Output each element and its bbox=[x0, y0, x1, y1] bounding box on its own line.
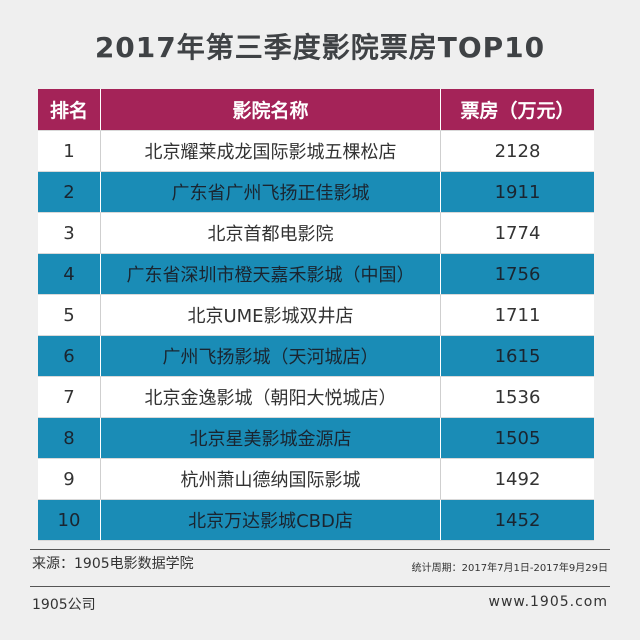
cinema-name-cell: 广东省广州飞扬正佳影城 bbox=[100, 172, 441, 212]
header-cinema-name: 影院名称 bbox=[100, 89, 441, 130]
table-header-row: 排名 影院名称 票房（万元） bbox=[38, 89, 594, 131]
company-name: 1905公司 bbox=[32, 597, 96, 613]
rank-cell: 3 bbox=[63, 222, 75, 244]
box-office-cell: 1492 bbox=[494, 468, 541, 490]
cinema-name-cell: 北京金逸影城（朝阳大悦城店） bbox=[100, 377, 441, 417]
cinema-name-cell: 北京首都电影院 bbox=[100, 213, 441, 253]
cinema-name-cell: 北京UME影城双井店 bbox=[100, 295, 441, 335]
table-row: 6 广州飞扬影城（天河城店） 1615 bbox=[38, 336, 594, 377]
cinema-name-cell: 北京万达影城CBD店 bbox=[100, 500, 441, 540]
website-link[interactable]: www.1905.com bbox=[488, 594, 608, 610]
box-office-cell: 1452 bbox=[494, 509, 541, 531]
cinema-name-cell: 广州飞扬影城（天河城店） bbox=[100, 336, 441, 376]
rank-cell: 1 bbox=[63, 140, 75, 162]
rank-cell: 5 bbox=[63, 304, 75, 326]
rank-cell: 2 bbox=[63, 181, 75, 203]
rank-cell: 7 bbox=[63, 386, 75, 408]
table-row: 1 北京耀莱成龙国际影城五棵松店 2128 bbox=[38, 131, 594, 172]
source-note: 来源：1905电影数据学院 bbox=[32, 556, 194, 572]
box-office-cell: 1756 bbox=[494, 263, 541, 285]
cinema-name-cell: 北京星美影城金源店 bbox=[100, 418, 441, 458]
rank-cell: 6 bbox=[63, 345, 75, 367]
table-row: 8 北京星美影城金源店 1505 bbox=[38, 418, 594, 459]
table-row: 3 北京首都电影院 1774 bbox=[38, 213, 594, 254]
chart-title: 2017年第三季度影院票房TOP10 bbox=[94, 31, 546, 64]
box-office-cell: 1711 bbox=[494, 304, 541, 326]
table-row: 7 北京金逸影城（朝阳大悦城店） 1536 bbox=[38, 377, 594, 418]
footer-divider-bottom bbox=[30, 586, 610, 587]
rank-cell: 4 bbox=[63, 263, 75, 285]
rank-cell: 10 bbox=[57, 509, 81, 531]
cinema-name-cell: 杭州萧山德纳国际影城 bbox=[100, 459, 441, 499]
box-office-cell: 1615 bbox=[494, 345, 541, 367]
table-row: 5 北京UME影城双井店 1711 bbox=[38, 295, 594, 336]
box-office-cell: 1911 bbox=[494, 181, 541, 203]
table-row: 10 北京万达影城CBD店 1452 bbox=[38, 500, 594, 541]
box-office-cell: 2128 bbox=[494, 140, 541, 162]
footer-divider-top bbox=[30, 549, 610, 550]
period-note: 统计周期：2017年7月1日-2017年9月29日 bbox=[411, 563, 608, 574]
header-rank: 排名 bbox=[49, 100, 88, 122]
header-box-office: 票房（万元） bbox=[460, 100, 575, 122]
cinema-name-cell: 广东省深圳市橙天嘉禾影城（中国） bbox=[100, 254, 441, 294]
table-row: 2 广东省广州飞扬正佳影城 1911 bbox=[38, 172, 594, 213]
box-office-cell: 1505 bbox=[494, 427, 541, 449]
cinema-name-cell: 北京耀莱成龙国际影城五棵松店 bbox=[100, 131, 441, 171]
table-row: 4 广东省深圳市橙天嘉禾影城（中国） 1756 bbox=[38, 254, 594, 295]
rank-cell: 9 bbox=[63, 468, 75, 490]
rank-cell: 8 bbox=[63, 427, 75, 449]
box-office-cell: 1774 bbox=[494, 222, 541, 244]
box-office-cell: 1536 bbox=[494, 386, 541, 408]
table-row: 9 杭州萧山德纳国际影城 1492 bbox=[38, 459, 594, 500]
box-office-table: 排名 影院名称 票房（万元） 1 北京耀莱成龙国际影城五棵松店 2128 2 广东省广州… bbox=[38, 89, 594, 541]
